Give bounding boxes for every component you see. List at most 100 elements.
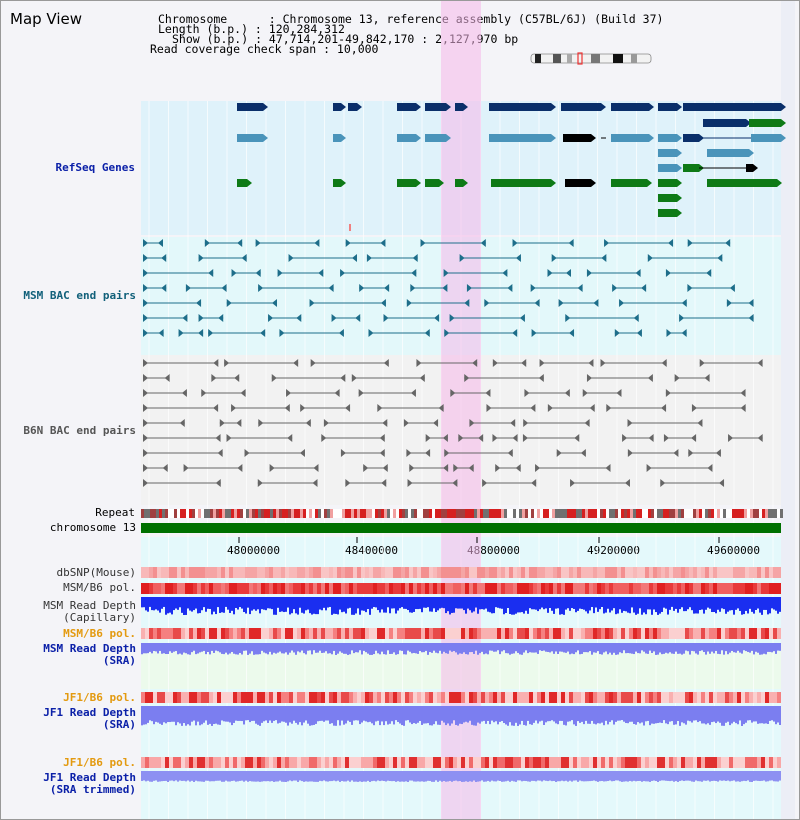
bac-end-marker — [309, 299, 315, 307]
heatmap-cell — [645, 583, 649, 594]
read-depth-bar — [613, 597, 615, 609]
read-depth-bar — [293, 771, 295, 781]
read-depth-bar — [199, 771, 201, 782]
read-depth-bar — [157, 643, 159, 654]
read-depth-bar — [299, 643, 301, 653]
heatmap-cell — [637, 628, 641, 639]
read-depth-bar — [229, 706, 231, 723]
right-scroll-strip[interactable] — [781, 1, 795, 819]
read-depth-bar — [185, 771, 187, 782]
heatmap-cell — [321, 567, 325, 578]
read-depth-bar — [651, 771, 653, 781]
read-depth-bar — [171, 706, 173, 722]
heatmap-cell — [753, 567, 757, 578]
repeat-element — [171, 509, 174, 518]
read-depth-bar — [225, 706, 227, 722]
heatmap-cell — [617, 692, 621, 703]
heatmap-cell — [777, 628, 781, 639]
heatmap-cell — [685, 692, 689, 703]
read-depth-bar — [227, 706, 229, 722]
read-depth-bar — [427, 706, 429, 724]
heatmap-cell — [357, 628, 361, 639]
heatmap-cell — [525, 757, 529, 768]
heatmap-cell — [273, 583, 277, 594]
read-depth-bar — [347, 706, 349, 721]
read-depth-bar — [641, 597, 643, 615]
read-depth-bar — [499, 771, 501, 781]
heatmap-cell — [529, 583, 533, 594]
heatmap-cell — [425, 628, 429, 639]
dbsnp-label: dbSNP(Mouse) — [56, 566, 136, 579]
read-depth-bar — [199, 643, 201, 653]
read-depth-bar — [461, 643, 463, 654]
heatmap-cell — [197, 692, 201, 703]
read-depth-bar — [159, 771, 161, 782]
heatmap-cell — [641, 567, 645, 578]
heatmap-cell — [573, 583, 577, 594]
heatmap-cell — [637, 583, 641, 594]
read-depth-bar — [357, 597, 359, 609]
read-depth-bar — [515, 643, 517, 652]
read-depth-bar — [519, 643, 521, 655]
read-depth-bar — [317, 597, 319, 615]
refseq-gene — [565, 179, 591, 187]
refseq-gene — [746, 164, 753, 172]
heatmap-cell — [277, 692, 281, 703]
bac-end-marker — [728, 434, 734, 442]
read-depth-bar — [771, 706, 773, 721]
read-depth-bar — [455, 706, 457, 725]
repeat-element — [600, 509, 603, 518]
heatmap-cell — [481, 567, 485, 578]
read-depth-bar — [463, 597, 465, 611]
heatmap-cell — [717, 628, 721, 639]
repeat-element — [522, 509, 525, 518]
heatmap-cell — [649, 628, 653, 639]
read-depth-bar — [251, 771, 253, 782]
read-depth-bar — [347, 771, 349, 781]
bac-end-marker — [300, 404, 306, 412]
read-depth-bar — [595, 771, 597, 782]
read-depth-bar — [191, 643, 193, 653]
read-depth-bar — [147, 771, 149, 781]
heatmap-cell — [201, 583, 205, 594]
read-depth-bar — [719, 771, 721, 781]
repeat-element — [249, 509, 252, 518]
heatmap-cell — [365, 583, 369, 594]
bac-end-marker — [600, 359, 606, 367]
read-depth-bar — [377, 771, 379, 781]
heatmap-cell — [281, 628, 285, 639]
heatmap-cell — [277, 628, 281, 639]
read-depth-bar — [407, 706, 409, 721]
read-depth-bar — [495, 771, 497, 782]
repeat-element — [264, 509, 267, 518]
repeat-element — [768, 509, 771, 518]
read-depth-bar — [549, 706, 551, 722]
heatmap-cell — [721, 757, 725, 768]
read-depth-bar — [343, 706, 345, 725]
heatmap-cell — [193, 628, 197, 639]
heatmap-cell — [657, 628, 661, 639]
read-depth-bar — [157, 706, 159, 723]
bac-end-marker — [313, 464, 319, 472]
read-depth-bar — [273, 706, 275, 721]
heatmap-cell — [361, 583, 365, 594]
read-depth-bar — [645, 597, 647, 615]
read-depth-bar — [187, 706, 189, 725]
heatmap-cell — [709, 583, 713, 594]
read-depth-bar — [679, 771, 681, 781]
heatmap-cell — [181, 583, 185, 594]
read-depth-bar — [455, 771, 457, 781]
read-depth-bar — [205, 771, 207, 781]
read-depth-bar — [465, 643, 467, 655]
read-depth-bar — [355, 597, 357, 614]
read-depth-bar — [161, 706, 163, 725]
repeat-element — [468, 509, 471, 518]
gene-strand-arrow — [781, 119, 786, 127]
read-depth-bar — [141, 706, 143, 726]
read-depth-bar — [425, 771, 427, 782]
repeat-element — [162, 509, 165, 518]
heatmap-cell — [413, 628, 417, 639]
heatmap-cell — [393, 692, 397, 703]
repeat-element — [639, 509, 642, 518]
